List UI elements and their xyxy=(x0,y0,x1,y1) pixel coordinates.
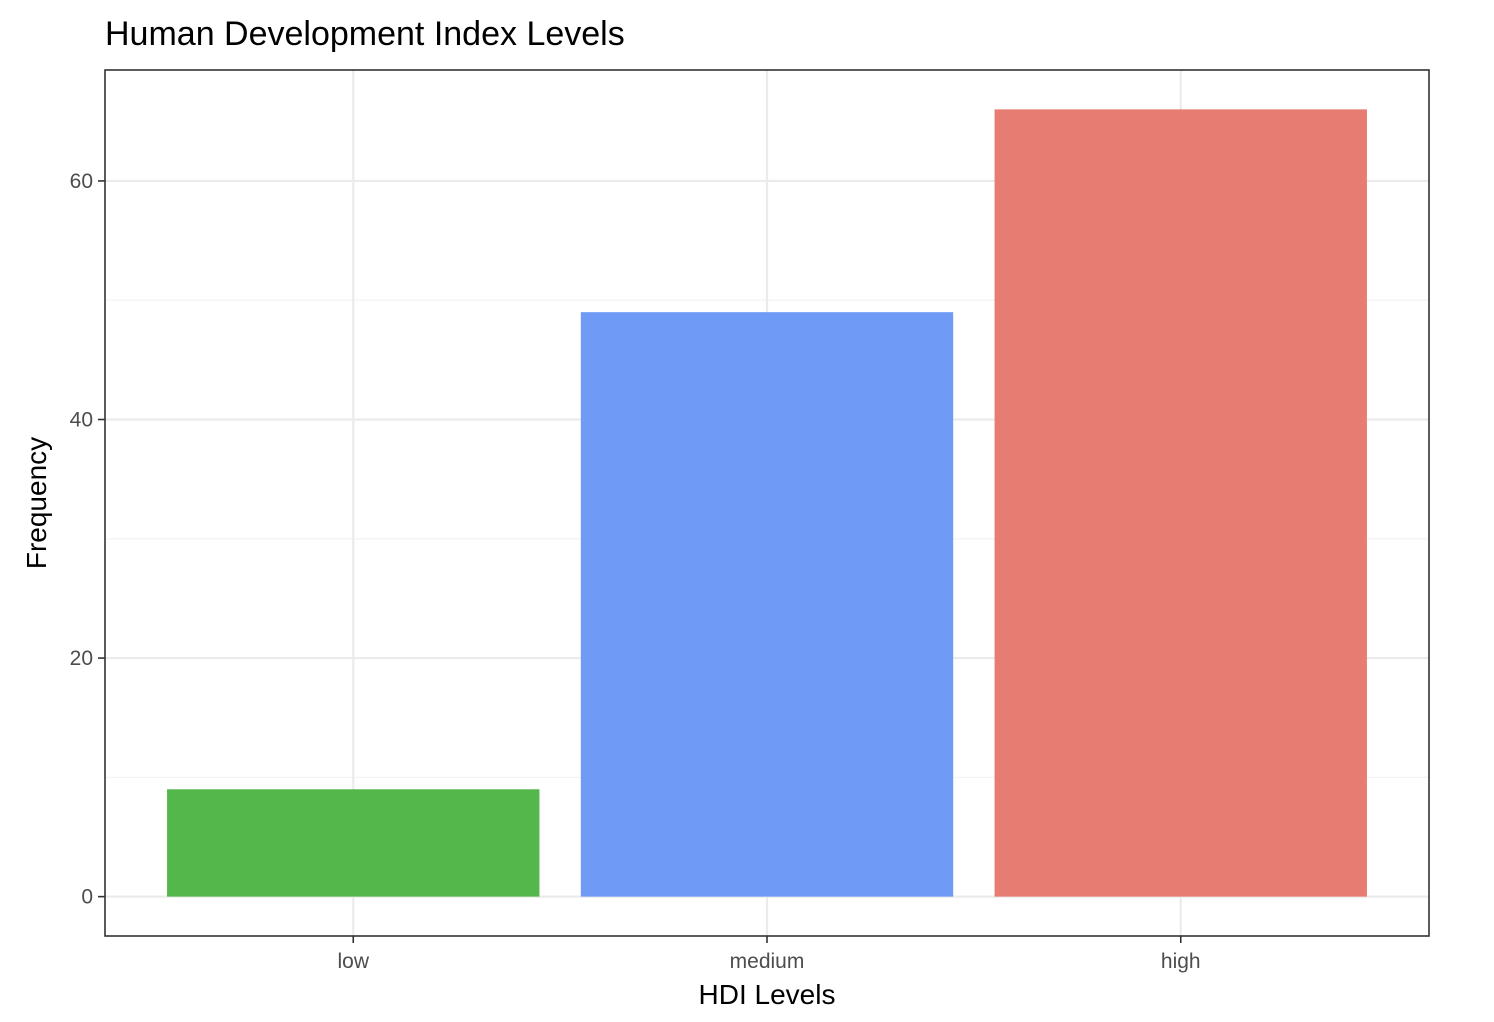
y-axis-title: Frequency xyxy=(21,437,52,569)
y-tick-label: 60 xyxy=(70,170,93,193)
y-tick-label: 0 xyxy=(81,886,93,909)
y-tick-label: 20 xyxy=(70,647,93,670)
bars xyxy=(167,109,1367,897)
y-tick-label: 40 xyxy=(70,409,93,432)
x-tick-label-medium: medium xyxy=(730,950,805,973)
x-axis: low medium high xyxy=(337,936,1201,973)
bar-medium xyxy=(580,312,954,897)
plot-panel xyxy=(104,69,1430,937)
bar-low xyxy=(167,789,540,897)
y-axis: 0 20 40 60 xyxy=(70,170,105,909)
x-axis-title: HDI Levels xyxy=(699,979,836,1010)
chart-title: Human Development Index Levels xyxy=(105,15,625,53)
x-tick-label-high: high xyxy=(1161,950,1201,973)
x-tick-label-low: low xyxy=(337,950,369,973)
bar-high xyxy=(994,109,1367,897)
